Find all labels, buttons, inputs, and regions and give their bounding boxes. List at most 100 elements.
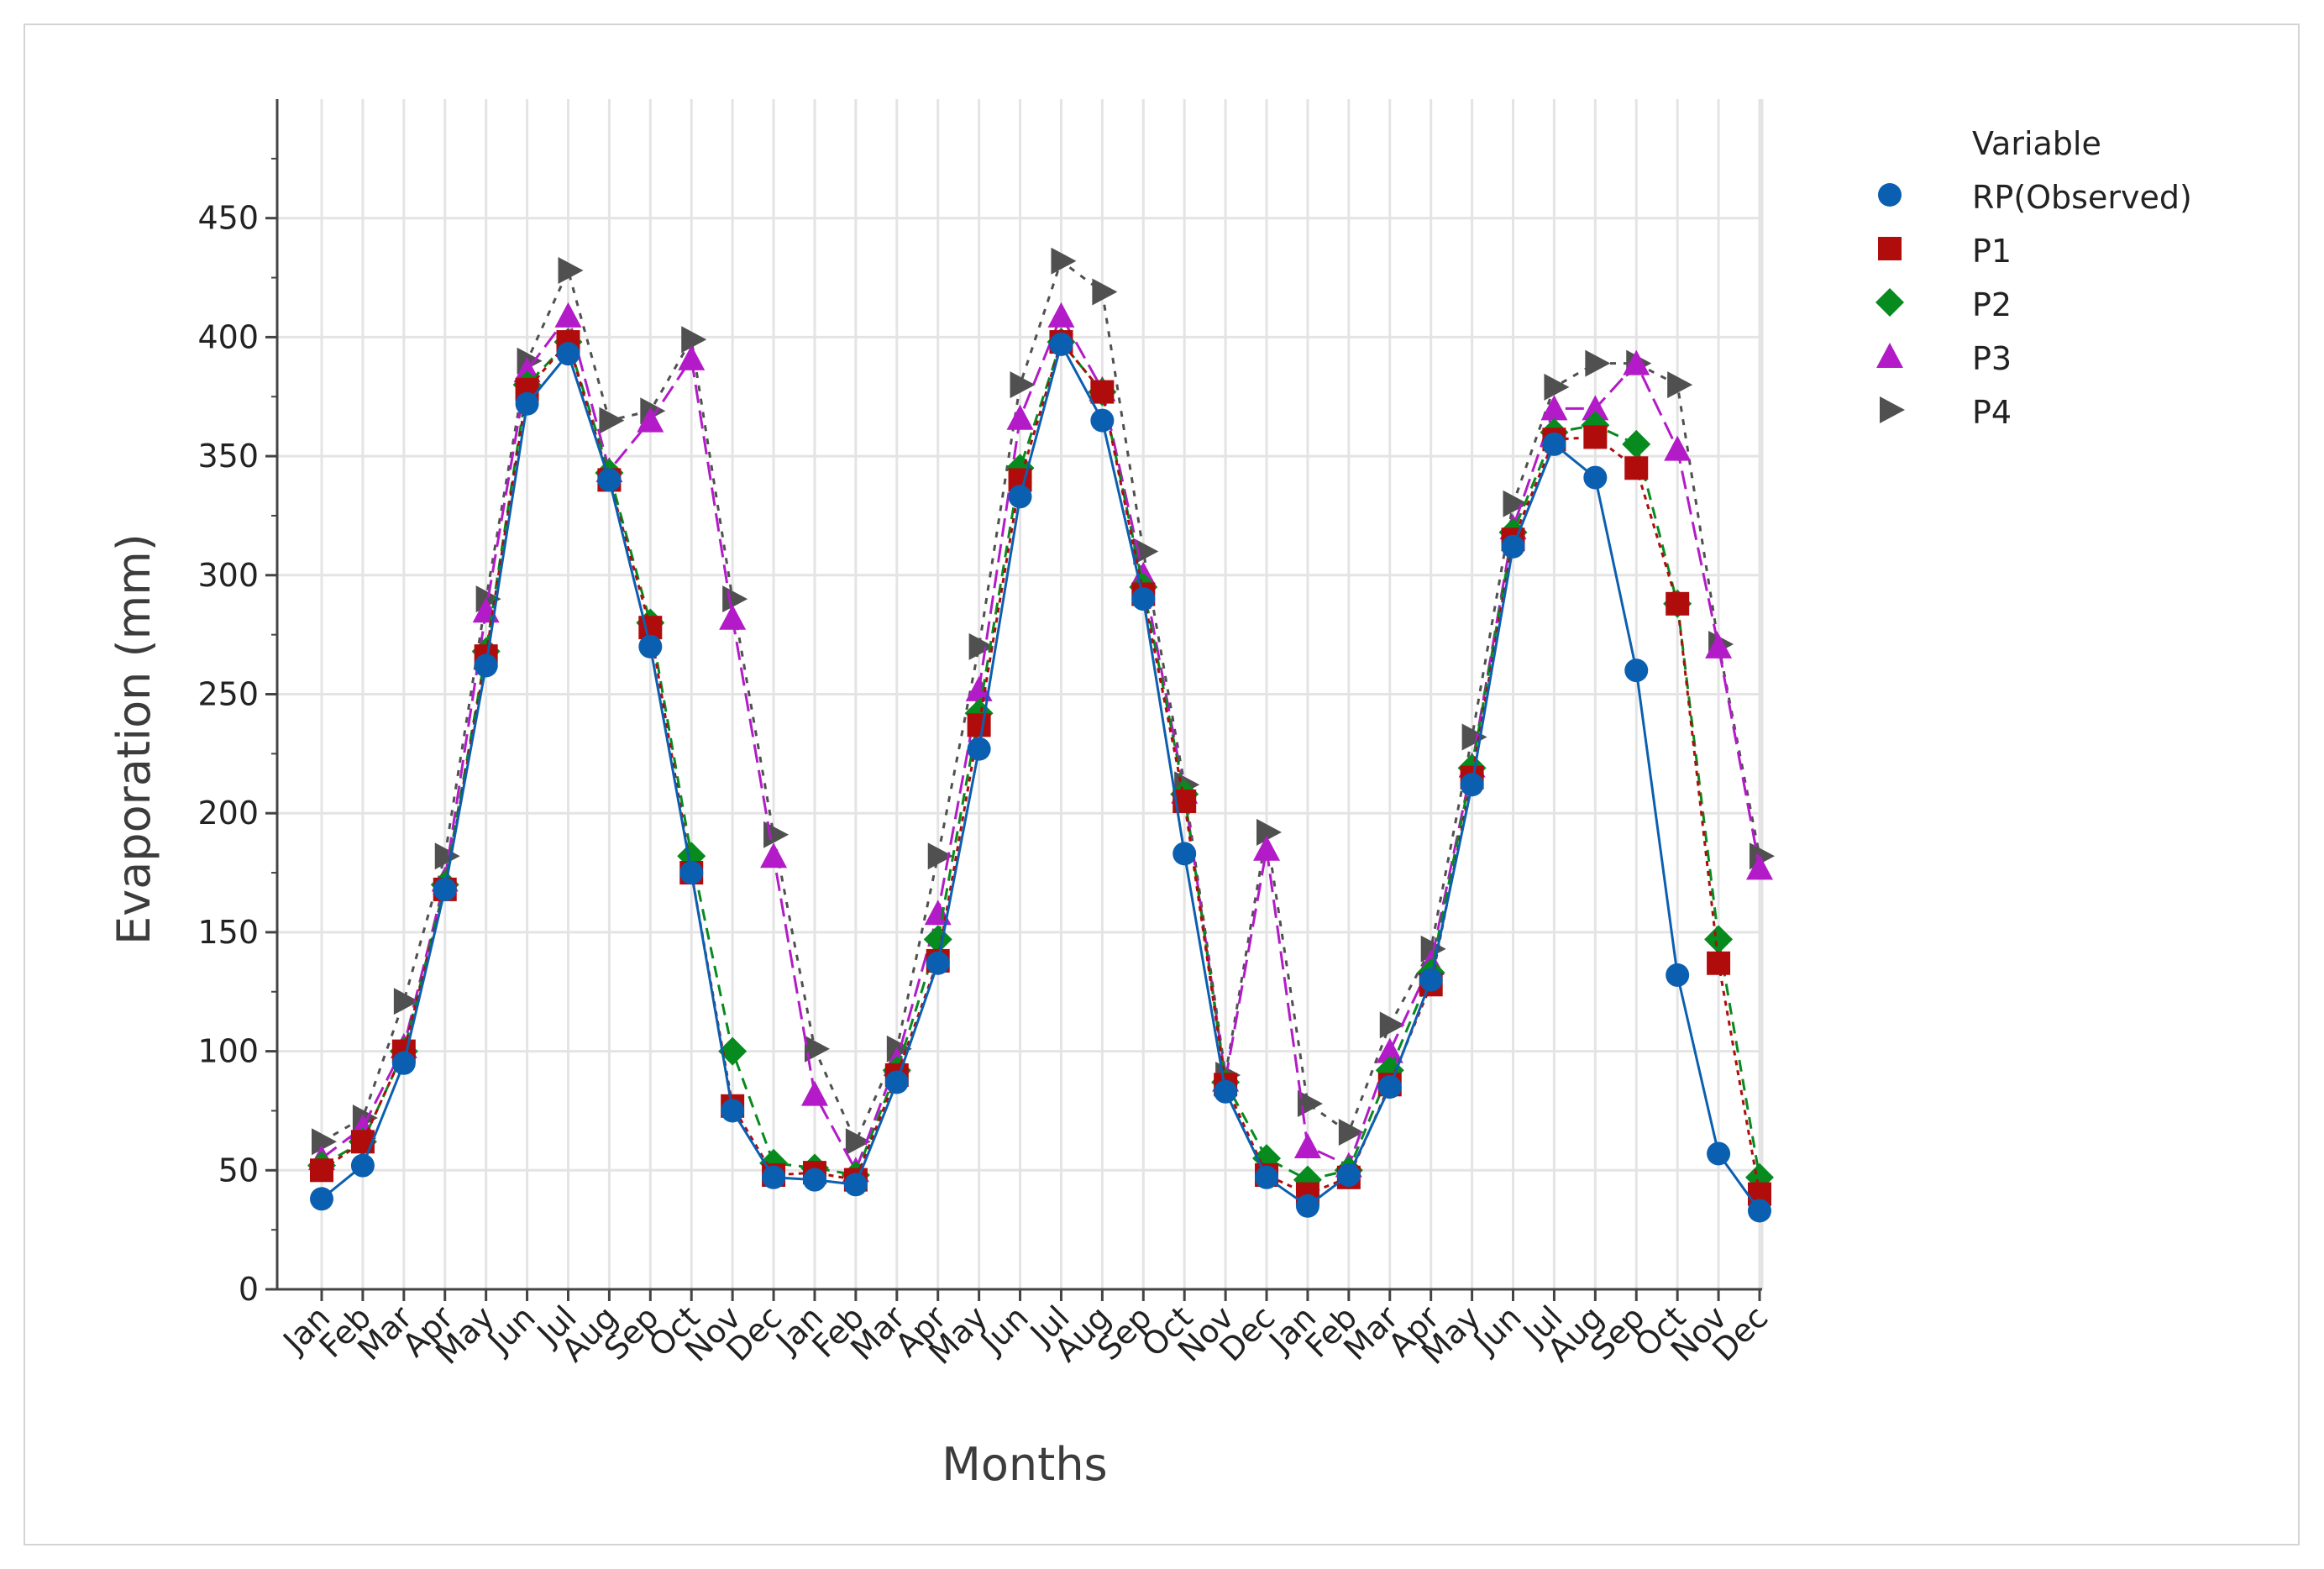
legend-label-p4: P4 [1972,394,2012,431]
y-tick-label: 0 [239,1271,259,1308]
data-point-rp-observed [638,634,663,659]
data-point-rp-observed [350,1153,375,1178]
data-point-p4 [681,326,707,354]
data-point-rp-observed [1748,1199,1771,1223]
data-point-p4 [722,585,748,613]
legend-marker-p1 [1878,237,1902,260]
x-axis-title: Months [942,1438,1107,1491]
data-point-rp-observed [433,877,457,901]
data-point-p3 [678,344,706,370]
y-tick-label: 400 [197,318,259,355]
data-point-p1 [1090,380,1115,404]
data-point-rp-observed [556,342,580,366]
data-point-p4 [1133,538,1159,565]
data-point-p1 [1666,591,1690,616]
data-point-p3 [1376,1037,1403,1063]
data-point-rp-observed [474,653,498,678]
data-point-rp-observed [1008,485,1032,509]
data-point-rp-observed [1501,534,1525,559]
data-point-rp-observed [1542,432,1566,456]
data-point-rp-observed [1624,659,1649,683]
data-point-rp-observed [1090,408,1115,433]
data-point-p4 [434,842,460,870]
y-tick-label: 300 [197,557,259,594]
data-point-rp-observed [1336,1162,1361,1187]
data-point-rp-observed [1707,1141,1731,1166]
data-point-p3 [1664,435,1692,461]
series-p1 [310,330,1771,1206]
y-tick-label: 100 [197,1033,259,1070]
data-point-p1 [310,1158,333,1183]
data-point-rp-observed [1583,465,1608,490]
legend-marker-rp-observed [1878,183,1902,207]
data-point-p3 [1006,404,1034,430]
data-point-p4 [1010,371,1036,399]
data-point-p2 [1704,925,1734,954]
data-point-p4 [1338,1118,1364,1146]
legend-label-p2: P2 [1972,286,2012,323]
data-point-p3 [760,842,788,868]
data-point-rp-observed [802,1168,826,1192]
data-point-p4 [845,1128,871,1156]
data-point-p4 [1461,723,1487,751]
data-point-p1 [967,713,991,737]
data-point-p3 [1253,835,1281,861]
data-point-p4 [599,407,625,434]
y-tick-label: 350 [197,438,259,475]
data-point-p3 [719,604,747,630]
data-point-p3 [1746,854,1773,880]
data-point-p3 [1623,349,1650,375]
series-line-p1 [321,338,1761,1196]
grid [277,99,1764,1289]
data-point-p4 [1256,818,1283,846]
y-tick-label: 200 [197,795,259,832]
data-point-p4 [1667,371,1693,399]
data-point-rp-observed [597,468,622,492]
y-tick-label: 50 [218,1152,259,1189]
data-point-p4 [1503,490,1529,517]
data-point-p3 [1582,395,1609,421]
data-point-p4 [393,988,419,1015]
data-point-rp-observed [310,1187,333,1211]
data-point-p3 [800,1080,828,1106]
legend-title: Variable [1972,125,2101,162]
data-point-p4 [312,1128,337,1156]
data-point-rp-observed [967,737,991,761]
series-rp-observed [310,332,1771,1223]
data-point-p4 [1544,373,1570,401]
data-point-p1 [1583,425,1608,449]
data-point-p3 [1705,632,1733,659]
data-point-p3 [637,407,664,433]
data-point-rp-observed [1214,1079,1238,1104]
data-point-rp-observed [1295,1194,1319,1218]
data-point-rp-observed [515,391,539,416]
legend-marker-p3 [1876,343,1903,368]
series-line-rp-observed [321,340,1761,1212]
data-point-rp-observed [926,951,950,975]
y-axis-title: Evaporation (mm) [108,533,160,945]
data-point-rp-observed [1255,1165,1279,1189]
data-point-p4 [1051,247,1077,275]
data-point-rp-observed [884,1070,909,1094]
data-point-rp-observed [721,1099,745,1123]
data-point-p2 [677,842,706,871]
data-point-p2 [718,1036,748,1066]
data-point-p1 [1624,456,1649,480]
data-point-rp-observed [1419,968,1443,992]
legend-marker-p4 [1880,396,1905,423]
data-point-p3 [1293,1132,1321,1158]
data-point-p3 [554,302,582,328]
legend-label-p3: P3 [1972,340,2012,377]
data-point-rp-observed [1666,963,1690,987]
data-point-rp-observed [1049,332,1073,356]
y-tick-label: 250 [197,676,259,713]
data-point-rp-observed [391,1051,416,1075]
legend-label-p1: P1 [1972,233,2012,270]
data-point-p3 [965,675,993,701]
data-point-p2 [1622,429,1651,459]
legend-marker-p2 [1875,288,1904,317]
data-point-p4 [927,842,953,870]
data-point-rp-observed [679,861,704,885]
data-point-p1 [350,1130,375,1154]
